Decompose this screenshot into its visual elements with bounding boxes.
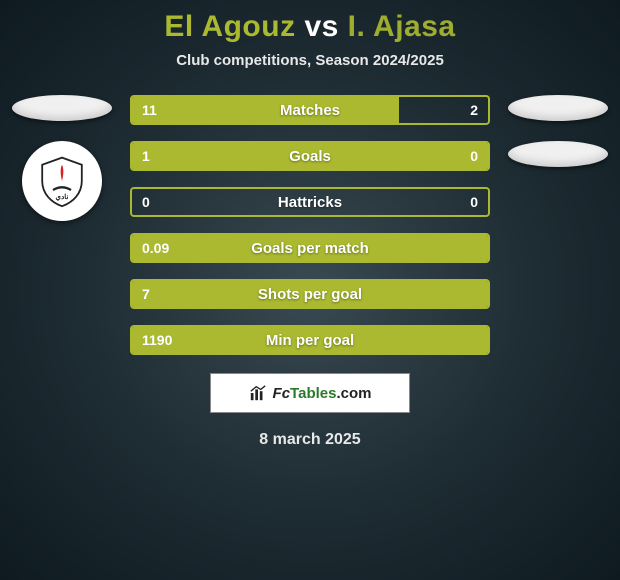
stat-bar-right xyxy=(132,189,488,215)
player2-country-oval xyxy=(508,95,608,121)
club-badge-icon: نادي xyxy=(35,154,89,208)
stat-row: 10Goals xyxy=(130,141,490,171)
left-column: نادي xyxy=(12,95,112,221)
stat-bar-left xyxy=(132,143,488,169)
stat-value-left: 1 xyxy=(142,143,150,169)
stat-value-right: 0 xyxy=(470,189,478,215)
player1-club-badge: نادي xyxy=(22,141,102,221)
stat-row: 7Shots per goal xyxy=(130,279,490,309)
stat-value-right: 0 xyxy=(470,143,478,169)
content-area: نادي 112Matches10Goals00Hattricks0.09Goa… xyxy=(0,95,620,355)
stat-row: 112Matches xyxy=(130,95,490,125)
vs-text: vs xyxy=(304,10,338,43)
stat-row: 0.09Goals per match xyxy=(130,233,490,263)
stat-value-right: 2 xyxy=(470,97,478,123)
player1-country-oval xyxy=(12,95,112,121)
svg-text:نادي: نادي xyxy=(55,192,68,202)
brand-fc: Fc xyxy=(273,385,291,402)
stat-row: 00Hattricks xyxy=(130,187,490,217)
player2-name: I. Ajasa xyxy=(348,10,456,43)
date-text: 8 march 2025 xyxy=(259,431,360,449)
right-column xyxy=(508,95,608,167)
player1-name: El Agouz xyxy=(164,10,295,43)
stat-bar-left xyxy=(132,281,488,307)
stat-row: 1190Min per goal xyxy=(130,325,490,355)
stat-bar-left xyxy=(132,235,488,261)
brand-tables: Tables xyxy=(290,385,336,402)
stat-value-left: 0 xyxy=(142,189,150,215)
fctables-brand: FcTables.com xyxy=(210,373,410,413)
stat-bar-left xyxy=(132,97,399,123)
stats-bars: 112Matches10Goals00Hattricks0.09Goals pe… xyxy=(130,95,490,355)
stat-value-left: 11 xyxy=(142,97,157,123)
comparison-title: El Agouz vs I. Ajasa xyxy=(164,10,455,44)
brand-dotcom: .com xyxy=(336,385,371,402)
stat-value-left: 7 xyxy=(142,281,150,307)
subtitle: Club competitions, Season 2024/2025 xyxy=(176,52,444,69)
chart-icon xyxy=(249,384,267,402)
stat-value-left: 1190 xyxy=(142,327,172,353)
stat-value-left: 0.09 xyxy=(142,235,169,261)
player2-club-oval xyxy=(508,141,608,167)
stat-bar-left xyxy=(132,327,488,353)
